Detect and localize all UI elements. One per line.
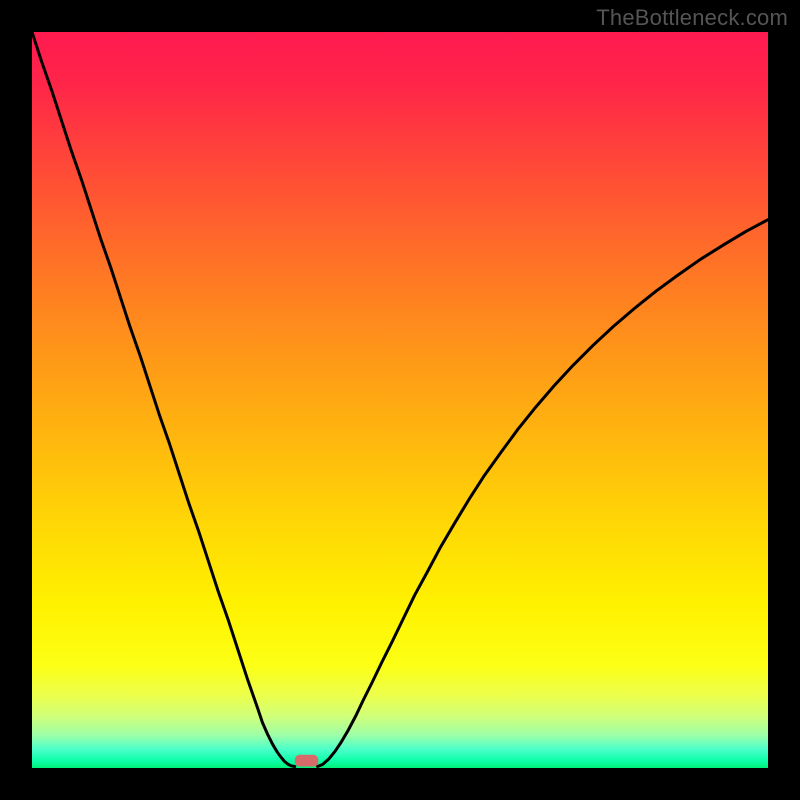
watermark-text: TheBottleneck.com [596, 5, 788, 31]
frame: TheBottleneck.com [0, 0, 800, 800]
bottleneck-chart [32, 32, 768, 768]
optimum-marker [295, 755, 319, 767]
gradient-background [32, 32, 768, 768]
